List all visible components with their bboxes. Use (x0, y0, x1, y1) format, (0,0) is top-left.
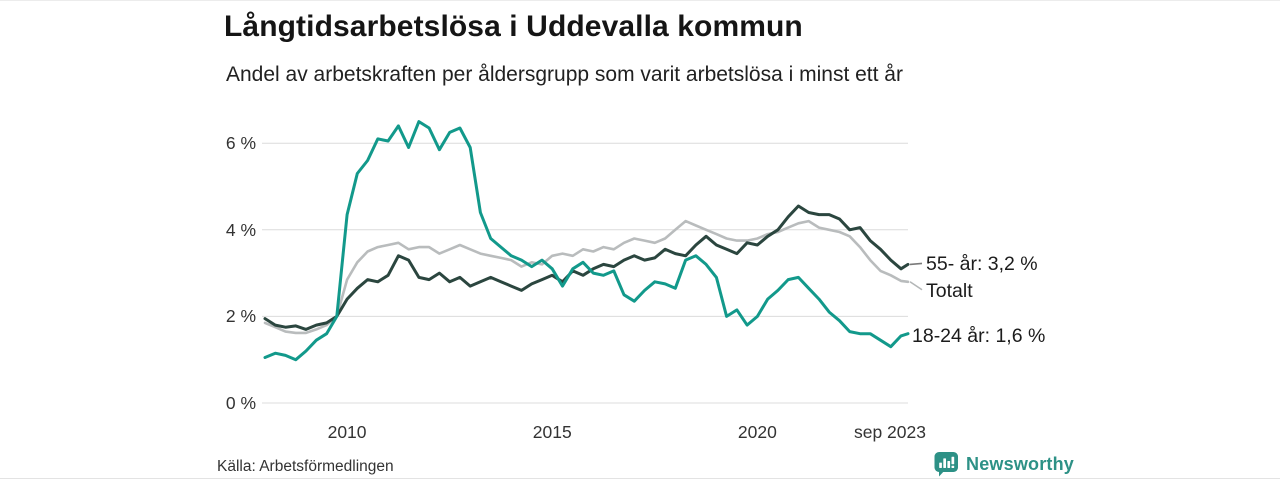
x-axis-label-2010: 2010 (327, 422, 367, 442)
top-divider (0, 0, 1280, 1)
label-connector-Totalt (909, 281, 923, 291)
y-axis-label-0: 0 % (225, 393, 256, 413)
chart-subtitle: Andel av arbetskraften per åldersgrupp s… (226, 63, 903, 86)
newsworthy-logo: Newsworthy (934, 451, 1074, 477)
page-title: Långtidsarbetslösa i Uddevalla kommun (224, 10, 803, 43)
newsworthy-bubble-chart-icon (934, 452, 958, 477)
series-label-Totalt: Totalt (926, 279, 973, 302)
series-line-18-24-år (263, 120, 910, 362)
bottom-divider (0, 478, 1280, 479)
source-note: Källa: Arbetsförmedlingen (217, 458, 394, 475)
y-axis-label-2: 2 % (225, 306, 256, 327)
series-label-18-24-år: 18-24 år: 1,6 % (912, 324, 1046, 347)
series-label-55--år: 55- år: 3,2 % (926, 253, 1038, 276)
x-axis-label-sep-2023: sep 2023 (853, 422, 926, 442)
newsworthy-wordmark: Newsworthy (966, 453, 1075, 474)
label-connector-55--år (909, 262, 923, 266)
series-line-55--år (263, 204, 910, 331)
x-axis-label-2020: 2020 (737, 422, 777, 442)
y-axis-label-4: 4 % (225, 219, 256, 240)
y-axis-label-6: 6 % (225, 133, 256, 154)
x-axis-label-2015: 2015 (532, 422, 572, 442)
series-line-Totalt (263, 219, 910, 335)
